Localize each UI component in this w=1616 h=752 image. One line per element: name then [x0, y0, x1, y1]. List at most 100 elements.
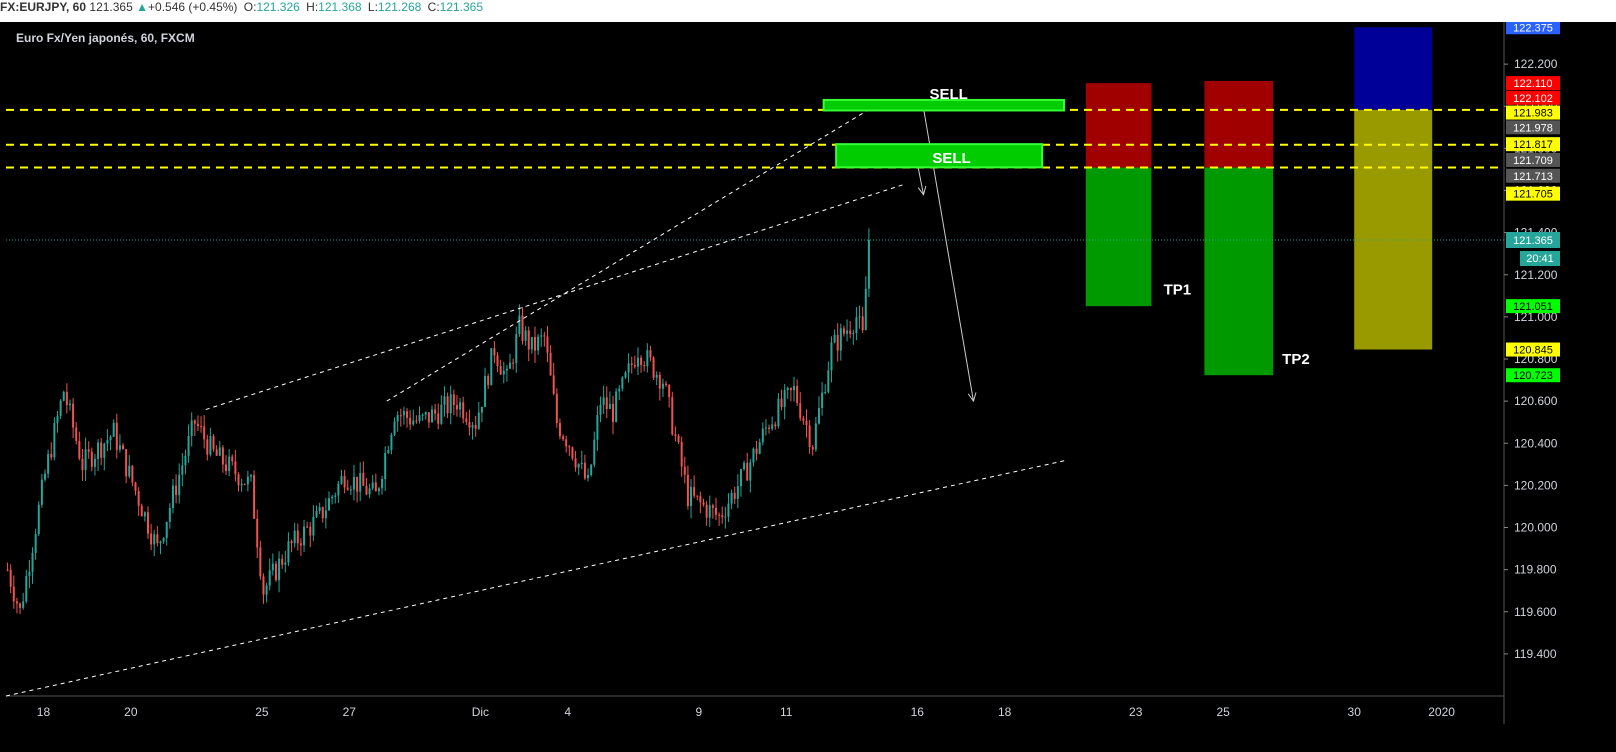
candle-body — [521, 315, 524, 341]
candle-body — [253, 475, 256, 519]
candle-body — [53, 423, 56, 458]
price-tag — [1506, 186, 1560, 201]
candle-body — [293, 530, 296, 544]
candle-body — [587, 475, 590, 479]
arrow-head-icon — [967, 392, 977, 403]
candle-body — [352, 476, 355, 490]
candle-body — [764, 427, 767, 429]
candle-body — [203, 426, 206, 440]
candle-body — [393, 421, 396, 435]
trendline[interactable] — [386, 110, 868, 402]
candle-body — [484, 376, 487, 407]
candle-body — [337, 483, 340, 496]
arrow-head-icon — [917, 185, 927, 196]
x-tick-label: 23 — [1129, 705, 1143, 719]
candle-body — [509, 362, 512, 369]
candle-body — [243, 483, 246, 485]
x-tick-label: 18 — [37, 705, 51, 719]
y-tick-label: 122.200 — [1514, 57, 1558, 71]
price-tag — [1506, 22, 1560, 35]
trendline[interactable] — [5, 459, 1068, 697]
candle-body — [646, 350, 649, 366]
candle-body — [774, 424, 777, 427]
position-box[interactable] — [1204, 167, 1274, 376]
candle-body — [118, 445, 121, 450]
candle-body — [480, 406, 483, 413]
candle-body — [12, 586, 15, 602]
close-value: 121.365 — [439, 0, 484, 14]
candle-body — [19, 603, 22, 608]
candle-body — [490, 348, 493, 386]
candle-body — [549, 352, 552, 376]
candle-body — [739, 469, 742, 487]
price-tag-label: 121.705 — [1513, 189, 1553, 201]
candle-body — [81, 458, 84, 471]
sell-zone[interactable] — [822, 98, 1065, 112]
candle-body — [796, 386, 799, 404]
position-box[interactable] — [1354, 109, 1433, 350]
candle-body — [140, 505, 143, 517]
take-profit-label: TP2 — [1282, 351, 1310, 368]
x-tick-label: 25 — [1216, 705, 1230, 719]
arrow-line[interactable] — [916, 163, 925, 195]
candle-body — [34, 534, 37, 553]
candle-body — [708, 505, 711, 518]
candle-body — [793, 386, 796, 391]
candle-body — [562, 436, 565, 440]
position-box[interactable] — [1204, 80, 1274, 168]
sell-zone[interactable] — [835, 143, 1044, 169]
price-tag — [1506, 299, 1560, 314]
candle-body — [324, 510, 327, 519]
candle-body — [284, 562, 287, 565]
candle-body — [686, 474, 689, 507]
plot-background[interactable] — [6, 22, 1504, 696]
symbol-header: FX:EURJPY, 60 121.365 ▲+0.546 (+0.45%) O… — [0, 0, 1616, 14]
candle-body — [608, 403, 611, 410]
candle-body — [374, 482, 377, 492]
candle-body — [237, 474, 240, 486]
candle-body — [752, 448, 755, 463]
candle-body — [181, 465, 184, 475]
candle-body — [855, 317, 858, 333]
candle-body — [343, 476, 346, 488]
candle-body — [171, 485, 174, 508]
position-box[interactable] — [1354, 27, 1433, 110]
symbol-name[interactable]: FX:EURJPY, 60 — [0, 0, 87, 14]
candle-body — [271, 563, 274, 571]
candle-body — [115, 422, 118, 450]
candle-body — [558, 422, 561, 437]
trendline[interactable] — [205, 183, 905, 411]
candle-body — [156, 534, 159, 544]
candle-body — [477, 412, 480, 429]
y-tick-label: 120.200 — [1514, 478, 1558, 492]
candle-body — [621, 377, 624, 389]
candle-body — [746, 462, 749, 481]
candle-body — [221, 447, 224, 465]
position-box[interactable] — [1085, 83, 1152, 168]
candle-body — [802, 418, 805, 421]
price-tag-label: 121.983 — [1513, 108, 1553, 120]
candle-body — [40, 479, 43, 505]
candle-body — [103, 443, 106, 458]
candle-body — [487, 376, 490, 386]
candle-body — [633, 364, 636, 367]
x-tick-label: 2020 — [1428, 705, 1455, 719]
price-tag-label: 121.709 — [1513, 155, 1553, 167]
candle-body — [6, 569, 9, 571]
candle-body — [705, 504, 708, 518]
candle-body — [287, 541, 290, 563]
candle-body — [577, 464, 580, 468]
candle-body — [146, 512, 149, 534]
candle-body — [758, 442, 761, 454]
open-label: O: — [243, 0, 257, 14]
position-box[interactable] — [1085, 167, 1152, 307]
price-tag-label: 122.375 — [1513, 22, 1553, 34]
candle-body — [50, 453, 53, 458]
candle-body — [25, 575, 28, 602]
chart-legend-title[interactable]: Euro Fx/Yen japonés, 60, FXCM — [16, 31, 195, 45]
candle-body — [824, 391, 827, 393]
y-tick-label: 119.800 — [1514, 563, 1557, 577]
candle-body — [234, 461, 237, 475]
candle-body — [312, 516, 315, 536]
